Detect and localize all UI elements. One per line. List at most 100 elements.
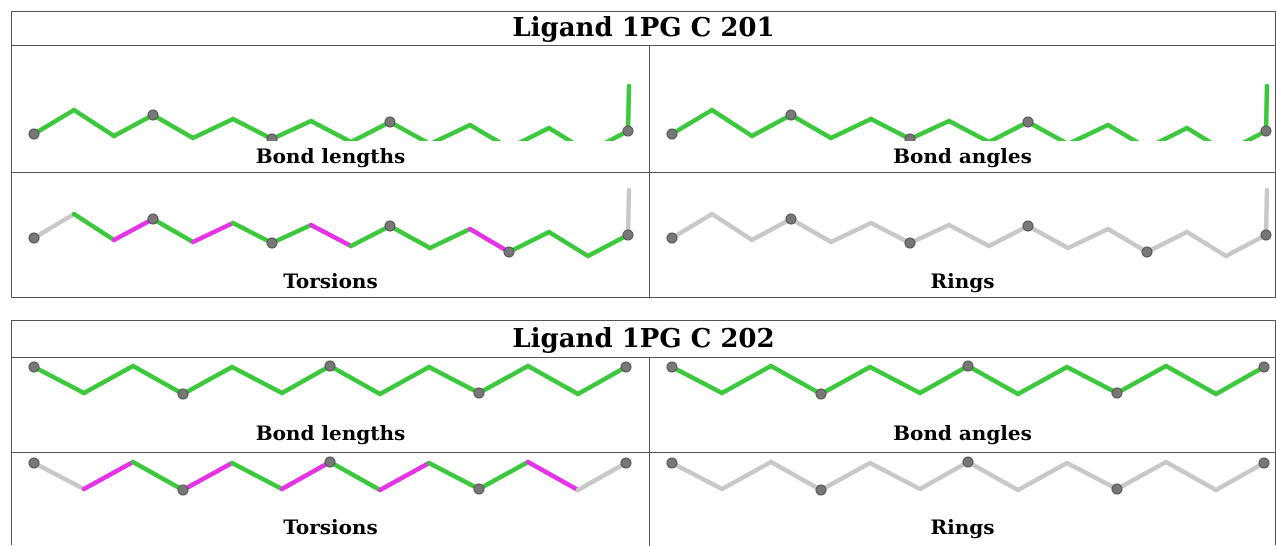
panel-caption: Bond lengths	[255, 144, 406, 168]
molecule-diagram	[666, 456, 1270, 496]
atom	[1141, 246, 1153, 258]
atom	[177, 484, 189, 496]
bond	[230, 116, 275, 141]
atom	[1022, 116, 1034, 128]
bond	[1163, 363, 1219, 397]
bond	[1025, 119, 1068, 141]
bond	[230, 220, 275, 246]
bond	[1114, 363, 1169, 396]
bond	[867, 364, 923, 396]
bond	[768, 363, 824, 397]
atom	[503, 246, 515, 258]
bond	[749, 216, 794, 243]
bond	[327, 363, 383, 397]
bond	[1015, 460, 1070, 493]
bond	[229, 460, 285, 492]
bond	[1184, 125, 1213, 141]
bond	[1144, 229, 1190, 255]
bond	[1105, 122, 1140, 141]
bond	[986, 223, 1031, 249]
bond	[585, 232, 631, 259]
bond	[476, 459, 531, 492]
molecule-diagram	[28, 187, 634, 259]
bond	[1064, 460, 1120, 492]
bond	[279, 363, 333, 396]
bond	[669, 107, 715, 137]
atom	[28, 457, 40, 469]
bond	[1242, 128, 1269, 141]
bond	[71, 211, 117, 243]
bond	[1155, 125, 1190, 141]
panel-torsions: Torsions	[12, 172, 650, 298]
bond	[965, 459, 1021, 493]
molecule-diagram	[666, 360, 1270, 400]
bond	[946, 118, 992, 141]
bond	[348, 119, 393, 141]
bond	[818, 460, 873, 493]
bond	[517, 125, 552, 141]
atom	[1022, 220, 1034, 232]
atom	[666, 128, 678, 140]
bond	[31, 211, 77, 241]
bond	[427, 226, 473, 251]
atom	[666, 232, 678, 244]
bond	[1184, 229, 1229, 259]
bond	[31, 364, 87, 396]
bond	[575, 364, 629, 397]
bond	[81, 459, 136, 492]
bond	[709, 107, 755, 139]
bond	[525, 363, 581, 397]
bond	[828, 116, 874, 141]
bond	[768, 459, 824, 493]
bond	[1223, 232, 1269, 259]
bond	[111, 216, 156, 243]
atom	[147, 109, 159, 121]
bond	[868, 116, 913, 141]
bond	[1065, 226, 1111, 251]
bond	[150, 216, 196, 245]
bond	[1213, 364, 1267, 397]
panel-rings: Rings	[650, 452, 1275, 546]
bond	[907, 118, 952, 141]
panel-caption: Torsions	[283, 269, 378, 293]
bond	[709, 211, 755, 243]
molecule-diagram	[28, 83, 634, 141]
atom	[266, 133, 278, 141]
bond	[669, 364, 725, 396]
bond	[965, 363, 1021, 397]
atom	[785, 213, 797, 225]
panel-bond-lengths: Bond lengths	[12, 46, 650, 172]
bond	[719, 459, 774, 492]
bond	[1213, 460, 1267, 493]
bond	[788, 112, 834, 141]
atom	[384, 116, 396, 128]
bond	[946, 222, 992, 249]
bond	[269, 222, 314, 246]
bond	[308, 222, 354, 249]
bond	[180, 460, 235, 493]
atom	[1258, 457, 1270, 469]
bond	[348, 223, 393, 249]
panel-bond-lengths: Bond lengths	[12, 358, 650, 452]
atom	[1111, 387, 1123, 399]
bond	[669, 460, 725, 492]
atom	[904, 133, 916, 141]
bond	[917, 459, 971, 492]
bond	[377, 364, 432, 397]
bond	[1163, 459, 1219, 493]
molecule-diagram	[666, 83, 1272, 141]
atom	[177, 388, 189, 400]
bond	[868, 220, 913, 246]
atom	[815, 484, 827, 496]
atom	[324, 360, 336, 372]
atom	[962, 456, 974, 468]
bond	[377, 460, 432, 493]
bond	[431, 122, 473, 141]
bond	[604, 128, 631, 141]
atom	[1260, 229, 1272, 241]
bond	[467, 226, 512, 255]
bond	[1069, 122, 1111, 141]
bond	[111, 112, 156, 139]
bond	[190, 220, 236, 245]
bond	[917, 363, 971, 396]
